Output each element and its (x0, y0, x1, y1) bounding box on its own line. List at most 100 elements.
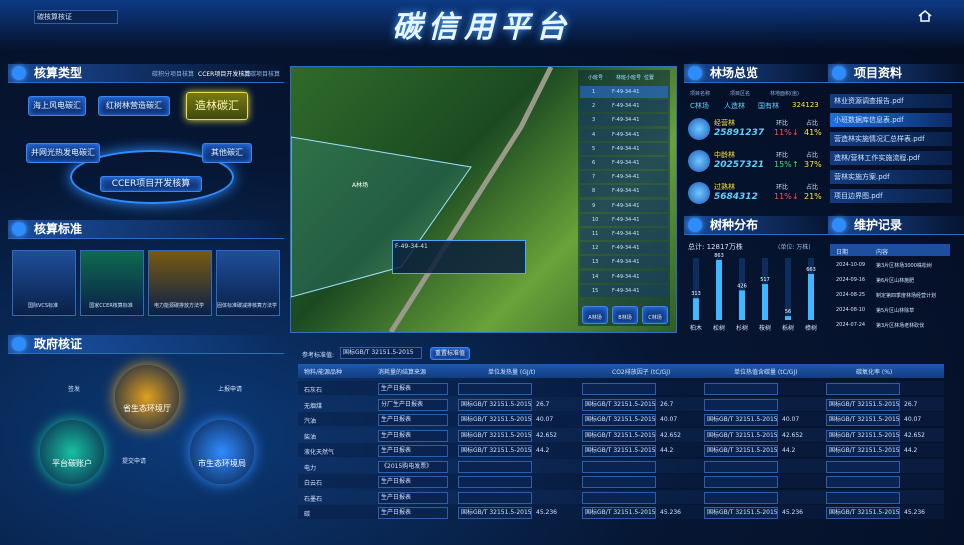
reset-button[interactable]: 重置标准值 (430, 347, 470, 360)
standard-card[interactable] (80, 250, 144, 316)
flow-label: 上报申请 (218, 386, 243, 393)
top-selector[interactable]: 碳核算核证 (34, 10, 118, 24)
trend-arrow: ↓ (792, 128, 799, 137)
type-item[interactable]: 其他碳汇 (202, 143, 252, 163)
type-item[interactable]: 海上风电碳汇 (28, 96, 86, 116)
empty-select[interactable] (458, 491, 532, 504)
list-index: 6 (592, 160, 596, 166)
standard-select[interactable]: 国标GB/T 32151.5-2015 (826, 398, 900, 411)
list-row[interactable] (580, 86, 668, 98)
empty-select[interactable] (582, 476, 656, 488)
reference-select[interactable]: 国标GB/T 32151.5-2015 (340, 347, 422, 359)
list-row[interactable] (580, 270, 668, 283)
empty-select[interactable] (582, 460, 656, 473)
list-row[interactable] (580, 142, 668, 155)
gov-node-label: 省生态环境厅 (123, 404, 171, 413)
bar-category: 松树 (713, 324, 725, 332)
map-button[interactable]: C林场 (642, 306, 668, 324)
empty-select[interactable] (704, 383, 778, 395)
list-row[interactable] (580, 157, 668, 169)
list-row[interactable] (580, 114, 668, 127)
empty-select[interactable] (826, 491, 900, 504)
bar (808, 273, 814, 320)
standard-select[interactable]: 国标GB/T 32151.5-2015 (582, 398, 656, 411)
table-header: 物料/能源品种 (304, 369, 343, 376)
list-row[interactable] (580, 228, 668, 240)
standard-select[interactable]: 国标GB/T 32151.5-2015 (458, 507, 532, 519)
standard-select[interactable]: 国标GB/T 32151.5-2015 (458, 445, 532, 457)
share-label: 占比 (806, 120, 819, 127)
map-button[interactable]: A林场 (582, 306, 608, 324)
bar-value: 313 (691, 291, 701, 297)
list-row[interactable] (580, 199, 668, 212)
standard-select[interactable]: 国标GB/T 32151.5-2015 (826, 414, 900, 426)
empty-select[interactable] (826, 460, 900, 473)
empty-select[interactable] (704, 398, 778, 411)
standard-select[interactable]: 国标GB/T 32151.5-2015 (704, 507, 778, 519)
file-item[interactable]: 林业资源调查报告.pdf (830, 94, 952, 108)
standard-select[interactable]: 国标GB/T 32151.5-2015 (826, 507, 900, 519)
bar-value: 56 (785, 309, 791, 315)
standard-card[interactable] (12, 250, 76, 316)
empty-select[interactable] (582, 491, 656, 504)
standard-select[interactable]: 国标GB/T 32151.5-2015 (458, 414, 532, 426)
standard-select[interactable]: 国标GB/T 32151.5-2015 (826, 445, 900, 457)
standard-select[interactable]: 国标GB/T 32151.5-2015 (582, 429, 656, 442)
maint-content: 制定第四季度林场经营计划 (876, 293, 937, 299)
standard-select[interactable]: 国标GB/T 32151.5-2015 (582, 507, 656, 519)
home-icon[interactable] (918, 10, 932, 22)
empty-select[interactable] (458, 460, 532, 473)
standard-card[interactable] (148, 250, 212, 316)
ccer-item[interactable]: CCER项目开发核算 (100, 176, 202, 192)
list-row[interactable] (580, 185, 668, 198)
tab[interactable]: 碳积分项目核算 (152, 71, 195, 78)
empty-select[interactable] (826, 383, 900, 395)
file-item[interactable]: 造林/营林工作实施流程.pdf (830, 151, 952, 165)
list-row[interactable] (580, 256, 668, 269)
type-item[interactable]: 并网光热发电碳汇 (26, 143, 100, 163)
empty-select[interactable] (704, 491, 778, 504)
standard-select[interactable]: 国标GB/T 32151.5-2015 (704, 414, 778, 426)
standard-card[interactable] (216, 250, 280, 316)
empty-select[interactable] (704, 460, 778, 473)
type-item[interactable]: 造林碳汇 (186, 92, 248, 120)
standard-select[interactable]: 国标GB/T 32151.5-2015 (458, 398, 532, 411)
bar (762, 284, 768, 320)
file-item[interactable]: 小班数据库信息表.pdf (830, 113, 952, 127)
standard-select[interactable]: 国标GB/T 32151.5-2015 (704, 445, 778, 457)
empty-select[interactable] (704, 476, 778, 488)
list-row[interactable] (580, 100, 668, 113)
gov-node[interactable] (40, 420, 104, 484)
bar (716, 260, 722, 320)
standard-select[interactable]: 国标GB/T 32151.5-2015 (458, 429, 532, 442)
map-marker[interactable]: A林场 (352, 182, 369, 189)
list-row[interactable] (580, 128, 668, 141)
standard-select[interactable]: 国标GB/T 32151.5-2015 (704, 429, 778, 442)
standard-label: 电力能源碳排放方法学 (153, 303, 204, 309)
bar-value: 663 (806, 267, 816, 273)
empty-select[interactable] (826, 476, 900, 488)
file-item[interactable]: 营林实施方案.pdf (830, 170, 952, 184)
file-item[interactable]: 营造林实施情况汇总样表.pdf (830, 132, 952, 146)
list-code: F-49-34-41 (612, 188, 640, 195)
list-row[interactable] (580, 213, 668, 226)
empty-select[interactable] (458, 383, 532, 395)
empty-select[interactable] (458, 476, 532, 488)
material-source: 生产日报表 (378, 383, 448, 395)
standard-select[interactable]: 国标GB/T 32151.5-2015 (582, 414, 656, 426)
file-item[interactable]: 项目边界图.pdf (830, 189, 952, 203)
legend-item: 项目名称 (690, 91, 711, 97)
empty-select[interactable] (582, 383, 656, 395)
gov-node[interactable] (115, 365, 179, 429)
list-row[interactable] (580, 242, 668, 255)
standard-select[interactable]: 国标GB/T 32151.5-2015 (582, 445, 656, 457)
tab[interactable]: 减碳项目核算 (244, 71, 281, 78)
tab[interactable]: CCER项目开发核算 (198, 71, 251, 78)
bar-track (785, 258, 791, 320)
list-row[interactable] (580, 284, 668, 297)
type-item[interactable]: 红树林营造碳汇 (98, 96, 170, 116)
map-button[interactable]: B林场 (612, 306, 638, 324)
standard-select[interactable]: 国标GB/T 32151.5-2015 (826, 429, 900, 442)
gov-node[interactable] (190, 420, 254, 484)
list-row[interactable] (580, 171, 668, 184)
